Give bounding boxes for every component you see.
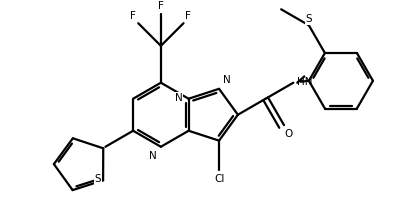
Text: N: N xyxy=(223,75,231,85)
Text: F: F xyxy=(131,11,136,21)
Text: S: S xyxy=(95,174,101,184)
Text: S: S xyxy=(306,14,312,24)
Text: F: F xyxy=(186,11,191,21)
Text: O: O xyxy=(284,129,293,139)
Text: HN: HN xyxy=(297,77,313,87)
Text: N: N xyxy=(149,151,157,161)
Text: F: F xyxy=(158,1,164,11)
Text: N: N xyxy=(175,93,183,103)
Text: Cl: Cl xyxy=(214,174,224,184)
